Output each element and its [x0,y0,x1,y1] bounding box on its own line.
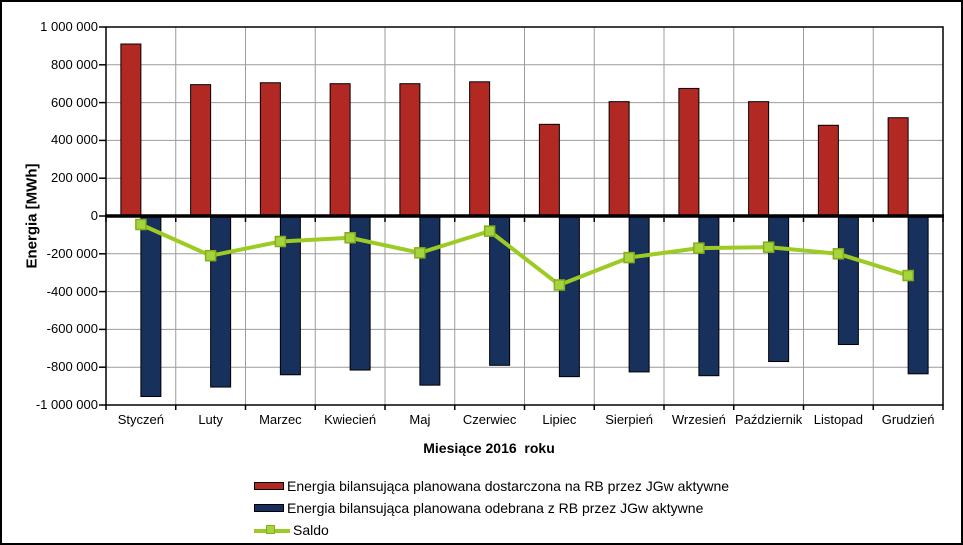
saldo-marker-Czerwiec [483,225,496,237]
bar-delivered-Październik [748,101,770,217]
bar-delivered-Kwiecień [329,83,351,217]
x-tick-label-Maj: Maj [409,412,431,427]
bar-received-Lipiec [558,215,580,378]
bar-delivered-Sierpień [608,101,630,217]
x-tick-label-Sierpień: Sierpień [605,412,653,427]
x-axis-title: Miesiące 2016 roku [423,440,555,456]
y-tick-label: 0 [90,208,98,223]
saldo-marker-Styczeń [135,218,147,231]
bar-received-Wrzesień [698,215,720,377]
bar-received-Maj [419,215,441,386]
bar-received-Sierpień [628,215,650,373]
saldo-marker-Kwiecień [344,231,356,244]
legend-item-saldo: Saldo [254,519,729,541]
saldo-marker-Listopad [832,248,845,260]
x-tick-label-Luty: Luty [198,412,223,427]
bar-received-Styczeń [140,215,162,397]
legend-item-received: Energia bilansująca planowana odebrana z… [254,497,729,519]
bar-delivered-Styczeń [120,43,142,217]
x-tick-label-Lipiec: Lipiec [542,412,577,427]
y-tick-label: -800 000 [46,359,98,375]
bar-delivered-Wrzesień [678,87,700,217]
saldo-marker-Luty [204,249,217,262]
y-tick-label: -1 000 000 [35,397,98,412]
bar-received-Listopad [837,215,859,346]
legend-item-delivered: Energia bilansująca planowana dostarczon… [254,475,729,497]
saldo-marker-Grudzień [902,269,914,282]
y-tick-label: -400 000 [46,283,98,299]
legend: Energia bilansująca planowana dostarczon… [254,475,729,541]
legend-label-delivered: Energia bilansująca planowana dostarczon… [287,477,730,494]
x-tick-label-Grudzień: Grudzień [881,412,935,427]
y-tick-label: 200 000 [51,170,98,186]
y-tick-label: 600 000 [51,94,98,110]
legend-label-received: Energia bilansująca planowana odebrana z… [287,499,704,516]
y-tick-label: 400 000 [51,132,98,148]
y-tick-label: 1 000 000 [40,19,98,34]
saldo-marker-Wrzesień [693,242,705,254]
saldo-marker-Lipiec [553,279,566,291]
bar-delivered-Luty [190,84,212,217]
x-tick-label-Październik: Październik [735,412,803,427]
saldo-marker-Sierpień [623,251,635,264]
saldo-marker-Marzec [274,235,287,248]
bar-delivered-Marzec [259,82,281,217]
legend-swatch-red-bar [254,482,284,490]
bar-delivered-Maj [399,83,421,217]
x-tick-label-Listopad: Listopad [813,412,863,427]
bar-received-Luty [210,215,232,388]
y-tick-label: -200 000 [46,245,98,261]
y-axis-title: Energia [MWh] [23,163,41,269]
bar-delivered-Lipiec [538,123,560,217]
legend-label-saldo: Saldo [293,521,329,538]
y-tick-label: -600 000 [46,321,98,337]
bar-delivered-Czerwiec [469,81,491,217]
bar-received-Grudzień [907,215,929,375]
saldo-marker-Maj [414,247,426,259]
bar-received-Październik [768,215,790,363]
bar-delivered-Grudzień [887,117,909,217]
bar-delivered-Listopad [817,124,839,217]
x-tick-label-Styczeń: Styczeń [117,412,164,427]
y-tick-label: 800 000 [51,56,98,72]
x-tick-label-Marzec: Marzec [259,412,302,427]
legend-square-marker [266,524,275,534]
x-tick-label-Wrzesień: Wrzesień [671,412,726,427]
x-tick-label-Kwiecień: Kwiecień [324,412,377,427]
saldo-line [140,222,909,288]
x-tick-label-Czerwiec: Czerwiec [462,412,517,427]
saldo-marker-Październik [762,241,775,253]
legend-swatch-navy-bar [254,504,284,512]
legend-swatch-green-line [254,524,290,536]
